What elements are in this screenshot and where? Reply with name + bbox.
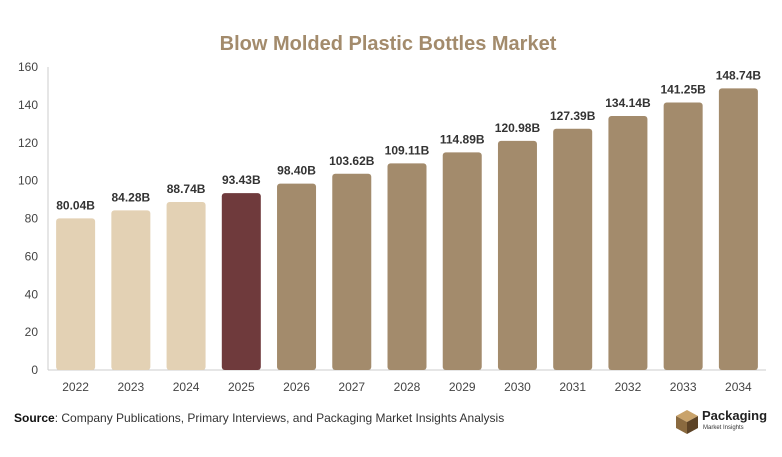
y-tick-label: 0 [31, 363, 38, 377]
data-labels: 80.04B 84.28B 88.74B 93.43B 98.40B 103.62B 109… [56, 68, 761, 212]
x-tick-label-2024: 2024 [173, 380, 200, 394]
x-tick-label-2028: 2028 [394, 380, 421, 394]
x-tick-label-2029: 2029 [449, 380, 476, 394]
data-label-2027: 103.62B [329, 154, 375, 168]
data-label-2030: 120.98B [495, 121, 541, 135]
source-text: : Company Publications, Primary Intervie… [54, 411, 505, 425]
bar-2026 [277, 183, 317, 370]
x-tick-label-2023: 2023 [117, 380, 144, 394]
data-label-2032: 134.14B [605, 96, 651, 110]
x-tick-label-2025: 2025 [228, 380, 255, 394]
data-label-2023: 84.28B [111, 190, 150, 204]
y-tick-label: 160 [18, 60, 38, 74]
bar-2034 [718, 88, 758, 371]
x-tick-label-2022: 2022 [62, 380, 89, 394]
data-label-2026: 98.40B [277, 164, 316, 178]
y-tick-label: 100 [18, 174, 38, 188]
packaging-logo: Packaging Market Insights [674, 406, 774, 440]
box-icon [676, 410, 698, 434]
y-tick-label: 120 [18, 136, 38, 150]
x-tick-label-2033: 2033 [670, 380, 697, 394]
source-label: Source [14, 411, 55, 425]
data-label-2029: 114.89B [440, 132, 485, 146]
bar-2030 [497, 140, 537, 370]
y-tick-label: 80 [25, 212, 39, 226]
x-tick-label-2027: 2027 [338, 380, 365, 394]
data-label-2024: 88.74B [167, 182, 206, 196]
data-label-2034: 148.74B [716, 68, 762, 82]
x-tick-label-2034: 2034 [725, 380, 752, 394]
y-tick-label: 40 [25, 287, 39, 301]
bar-2033 [663, 102, 703, 370]
bar-2022 [56, 218, 96, 370]
y-tick-label: 140 [18, 98, 38, 112]
bar-2031 [553, 128, 593, 370]
y-axis-ticks: 0 20 40 60 80 100 120 140 160 [18, 60, 38, 377]
x-tick-label-2026: 2026 [283, 380, 310, 394]
data-label-2031: 127.39B [550, 109, 596, 123]
data-label-2025: 93.43B [222, 173, 261, 187]
x-tick-label-2030: 2030 [504, 380, 531, 394]
data-label-2022: 80.04B [56, 198, 95, 212]
data-label-2033: 141.25B [660, 83, 706, 97]
bar-2028 [387, 163, 427, 370]
logo-tagline: Market Insights [703, 425, 744, 431]
source-note: Source: Company Publications, Primary In… [14, 411, 504, 425]
bar-2023 [111, 210, 151, 370]
bars [56, 88, 758, 371]
chart-title: Blow Molded Plastic Bottles Market [220, 33, 557, 55]
bar-2024 [166, 201, 206, 370]
x-axis-ticks: 2022 2023 2024 2025 2026 2027 2028 2029 2030 2031… [62, 380, 752, 394]
bar-2027 [332, 173, 372, 370]
x-tick-label-2031: 2031 [559, 380, 586, 394]
y-tick-label: 60 [25, 249, 39, 263]
bar-2032 [608, 115, 648, 370]
data-label-2028: 109.11B [385, 143, 430, 157]
x-tick-label-2032: 2032 [615, 380, 642, 394]
bar-chart: Blow Molded Plastic Bottles Market 0 20 40… [18, 33, 766, 394]
y-tick-label: 20 [25, 325, 39, 339]
logo-name: Packaging [702, 408, 768, 423]
bar-2029 [442, 152, 482, 370]
bar-2025 [221, 193, 261, 370]
